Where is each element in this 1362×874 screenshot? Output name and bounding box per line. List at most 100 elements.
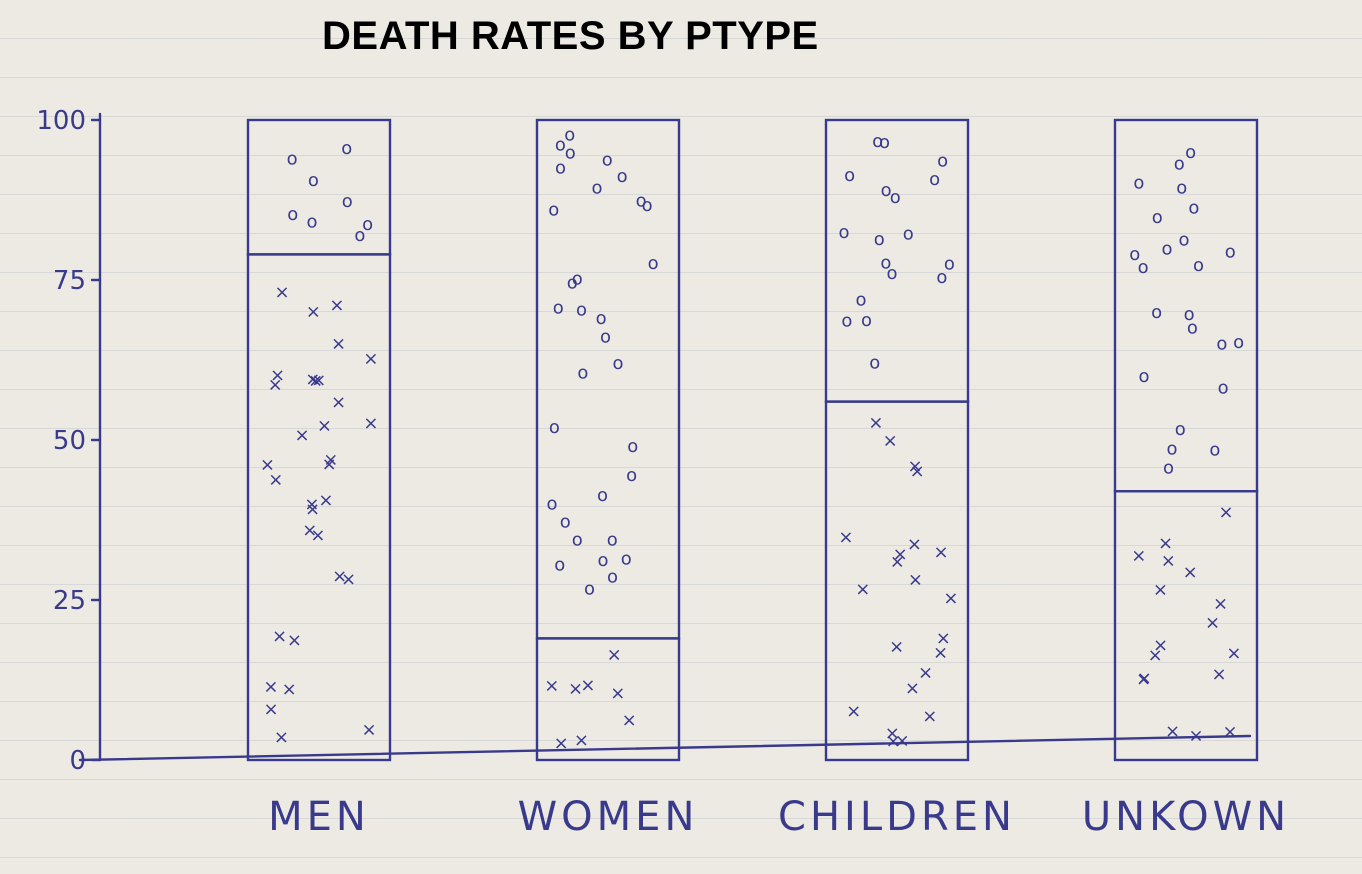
bar-marker-o: o [607, 530, 618, 551]
bar-marker-x: × [936, 628, 951, 649]
bar-marker-x: × [311, 370, 326, 391]
bar-marker-x: × [922, 706, 937, 727]
bar-marker-o: o [636, 191, 647, 212]
bar-marker-o: o [564, 124, 575, 145]
bar-marker-x: × [268, 374, 283, 395]
x-category-label: WOMEN [518, 794, 699, 840]
bar-marker-x: × [918, 663, 933, 684]
bar-marker-x: × [310, 525, 325, 546]
bar-marker-x: × [908, 456, 923, 477]
x-category-label: MEN [268, 794, 370, 840]
bar-marker-o: o [560, 511, 571, 532]
bar-marker-x: × [622, 710, 637, 731]
bar-marker-x: × [580, 675, 595, 696]
bar-marker-o: o [936, 267, 947, 288]
bar-marker-x: × [1161, 551, 1176, 572]
bar-marker-x: × [943, 588, 958, 609]
bar-marker-o: o [887, 263, 898, 284]
bar-marker-x: × [868, 413, 883, 434]
bar-marker-o: o [1185, 142, 1196, 163]
bar-marker-x: × [317, 416, 332, 437]
bar-marker-x: × [331, 334, 346, 355]
bar-marker-o: o [600, 327, 611, 348]
bar-marker-o: o [572, 530, 583, 551]
bar-marker-o: o [839, 222, 850, 243]
bar-marker-o: o [567, 272, 578, 293]
bar-marker-o: o [869, 352, 880, 373]
bar-marker-o: o [617, 166, 628, 187]
bar-marker-x: × [270, 365, 285, 386]
bar-marker-x: × [1165, 721, 1180, 742]
bar-marker-x: × [895, 731, 910, 752]
bar-marker-x: × [305, 499, 320, 520]
bar-marker-o: o [555, 157, 566, 178]
bar-marker-o: o [627, 436, 638, 457]
bar-marker-o: o [879, 132, 890, 153]
bar-segment-o [535, 118, 681, 640]
bar-marker-o: o [626, 465, 637, 486]
bar-marker-o: o [553, 298, 564, 319]
bar-marker-o: o [584, 578, 595, 599]
bar-segment-o [246, 118, 392, 256]
x-category-label: UNKOWN [1082, 794, 1290, 840]
bar-marker-x: × [341, 569, 356, 590]
bar-marker-o: o [597, 485, 608, 506]
bar-marker-x: × [933, 542, 948, 563]
bar-marker-o: o [1176, 177, 1187, 198]
bar-marker-x: × [910, 461, 925, 482]
y-tick-label: 50 [53, 426, 86, 456]
bar-marker-o: o [607, 567, 618, 588]
bar-marker-o: o [342, 191, 353, 212]
bar-marker-x: × [329, 295, 344, 316]
bar-marker-x: × [1153, 635, 1168, 656]
bar-marker-x: × [260, 454, 275, 475]
bar-marker-x: × [889, 636, 904, 657]
bar-marker-x: × [295, 425, 310, 446]
bar-marker-x: × [274, 727, 289, 748]
bar-marker-o: o [546, 493, 557, 514]
bar-marker-x: × [1158, 533, 1173, 554]
bar-marker-x: × [272, 626, 287, 647]
bar-marker-x: × [304, 494, 319, 515]
bar-marker-x: × [318, 490, 333, 511]
bar-marker-o: o [855, 289, 866, 310]
bar-marker-o: o [844, 165, 855, 186]
bar-marker-o: o [1129, 244, 1140, 265]
bar-marker-x: × [1131, 545, 1146, 566]
bar-marker-o: o [287, 204, 298, 225]
bar-marker-o: o [1218, 378, 1229, 399]
bar-marker-x: × [322, 454, 337, 475]
bar-marker-o: o [874, 229, 885, 250]
bar-marker-x: × [907, 534, 922, 555]
bar-marker-x: × [363, 413, 378, 434]
bar-marker-x: × [363, 348, 378, 369]
bar-marker-x: × [885, 723, 900, 744]
y-tick-label: 100 [36, 106, 86, 136]
bar-marker-o: o [1151, 302, 1162, 323]
bar-marker-o: o [555, 134, 566, 155]
bar-marker-o: o [861, 310, 872, 331]
bar-marker-o: o [1175, 419, 1186, 440]
bar-marker-x: × [544, 675, 559, 696]
bar-marker-o: o [1133, 172, 1144, 193]
x-category-label: CHILDREN [778, 794, 1016, 840]
bar-marker-x: × [1137, 668, 1152, 689]
chart-title: DEATH RATES BY PTYPE [322, 14, 819, 58]
bar-marker-x: × [268, 470, 283, 491]
bar-marker-x: × [1153, 579, 1168, 600]
bar-segment-o [1113, 118, 1259, 493]
y-tick-label: 75 [53, 266, 86, 296]
bar-marker-o: o [1209, 439, 1220, 460]
bar-marker-x: × [306, 301, 321, 322]
bar-marker-o: o [872, 131, 883, 152]
bar-marker-o: o [577, 362, 588, 383]
bar-marker-o: o [880, 252, 891, 273]
bar-marker-x: × [886, 731, 901, 752]
bar-marker-x: × [323, 449, 338, 470]
bar-marker-x: × [1218, 502, 1233, 523]
bar-marker-o: o [602, 149, 613, 170]
bar-marker-o: o [307, 212, 318, 233]
y-tick-label: 0 [69, 746, 86, 776]
